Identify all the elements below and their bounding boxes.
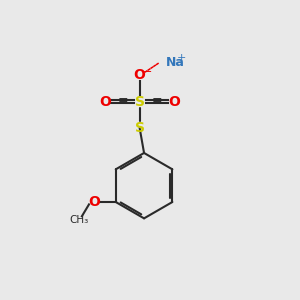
Text: O: O xyxy=(134,68,146,83)
Text: Na: Na xyxy=(166,56,185,68)
Text: −: − xyxy=(143,67,153,77)
Text: O: O xyxy=(88,195,100,209)
Text: =: = xyxy=(117,94,128,107)
Text: S: S xyxy=(135,94,145,109)
Text: CH₃: CH₃ xyxy=(70,215,89,225)
Text: O: O xyxy=(168,94,180,109)
Text: =: = xyxy=(151,94,162,107)
Text: O: O xyxy=(100,94,111,109)
Text: S: S xyxy=(135,121,145,135)
Text: +: + xyxy=(177,53,187,64)
